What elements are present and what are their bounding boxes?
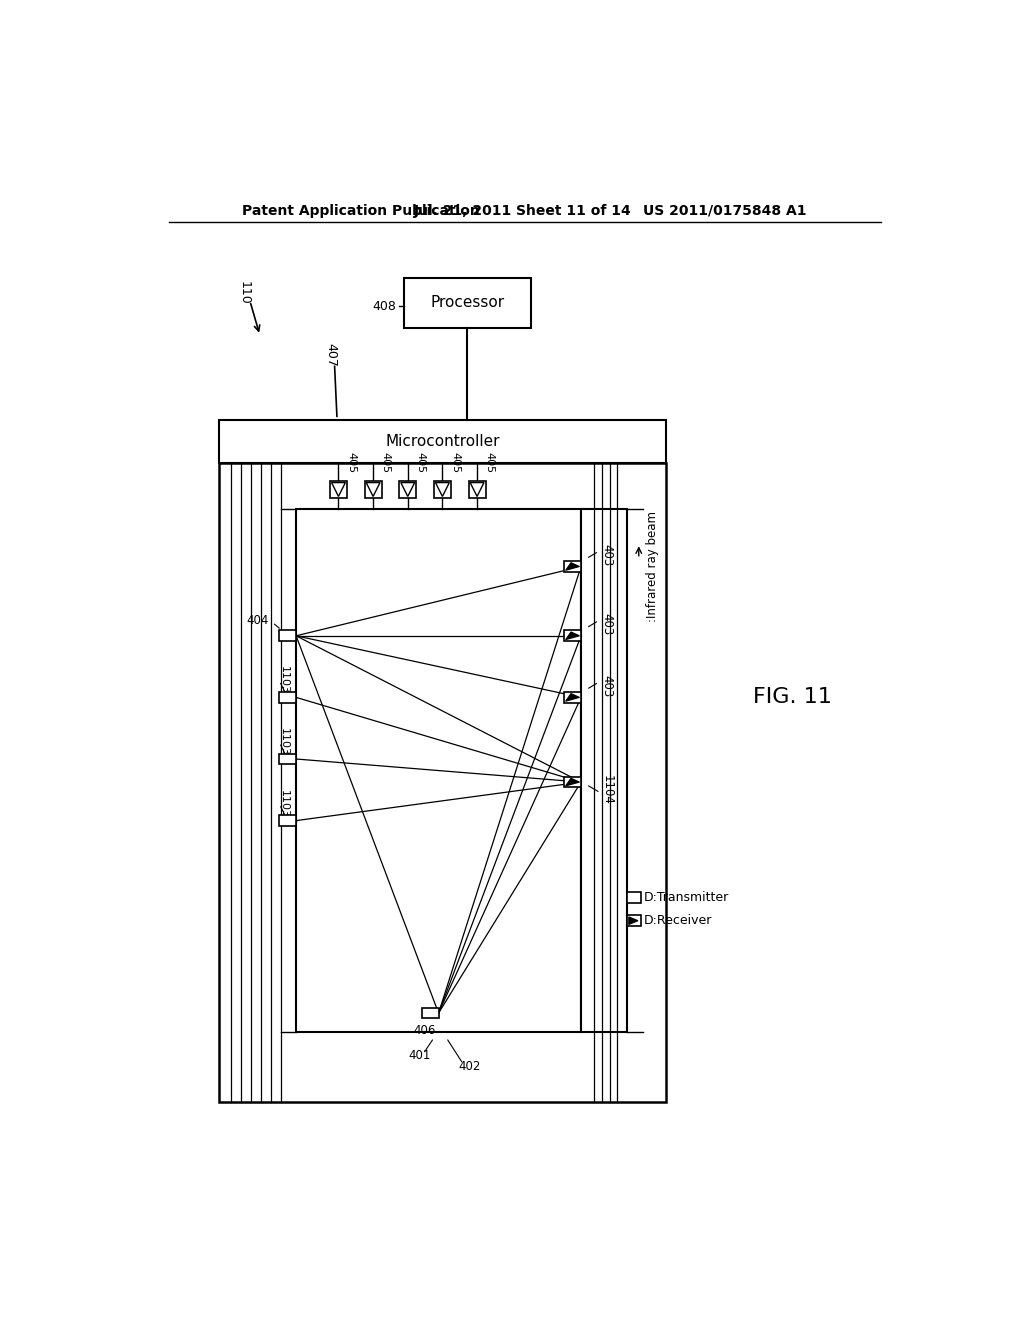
Bar	[280, 631, 296, 642]
Polygon shape	[470, 483, 484, 496]
Bar	[628, 915, 641, 927]
Text: Jul. 21, 2011: Jul. 21, 2011	[414, 203, 512, 218]
Text: 405: 405	[346, 451, 356, 473]
Text: 407: 407	[325, 343, 338, 367]
Text: 403: 403	[600, 675, 613, 697]
Bar	[280, 692, 296, 702]
Bar	[564, 561, 581, 572]
Bar	[564, 776, 581, 788]
Text: 1103: 1103	[279, 667, 289, 694]
Polygon shape	[629, 917, 638, 924]
Text: 1103: 1103	[279, 729, 289, 756]
Text: 402: 402	[458, 1060, 480, 1073]
Text: 405: 405	[484, 451, 495, 473]
Bar	[628, 892, 641, 903]
Text: Processor: Processor	[430, 296, 505, 310]
Text: D:Receiver: D:Receiver	[644, 915, 713, 927]
Bar	[564, 631, 581, 642]
Text: US 2011/0175848 A1: US 2011/0175848 A1	[643, 203, 806, 218]
Text: FIG. 11: FIG. 11	[754, 688, 833, 708]
Bar	[296, 508, 581, 1032]
Text: 406: 406	[414, 1023, 436, 1036]
Text: 405: 405	[381, 451, 391, 473]
Text: Sheet 11 of 14: Sheet 11 of 14	[515, 203, 631, 218]
Text: 110: 110	[238, 281, 251, 305]
Text: 404: 404	[247, 614, 269, 627]
Text: 405: 405	[451, 451, 460, 473]
Polygon shape	[435, 483, 450, 496]
Bar	[280, 754, 296, 764]
Text: 403: 403	[600, 544, 613, 566]
Polygon shape	[367, 483, 380, 496]
Text: 1104: 1104	[600, 775, 613, 805]
Text: :Infrared ray beam: :Infrared ray beam	[646, 511, 659, 622]
Bar	[219, 462, 666, 1102]
Text: 405: 405	[416, 451, 425, 473]
Polygon shape	[565, 779, 580, 785]
Text: 408: 408	[373, 300, 396, 313]
Polygon shape	[565, 693, 580, 701]
Bar	[434, 480, 451, 498]
Polygon shape	[400, 483, 415, 496]
Polygon shape	[565, 632, 580, 640]
Bar	[280, 816, 296, 826]
Bar	[365, 480, 382, 498]
Bar	[422, 1007, 438, 1019]
Bar	[469, 480, 485, 498]
Text: 401: 401	[409, 1049, 430, 1063]
Polygon shape	[565, 562, 580, 570]
Bar	[581, 508, 628, 1032]
Bar	[403, 277, 531, 327]
Text: D:Transmitter: D:Transmitter	[644, 891, 729, 904]
Bar	[330, 480, 347, 498]
Text: 403: 403	[600, 612, 613, 635]
Text: Microcontroller: Microcontroller	[385, 434, 500, 449]
Text: 1103: 1103	[279, 789, 289, 817]
Bar	[399, 480, 416, 498]
Text: Patent Application Publication: Patent Application Publication	[243, 203, 480, 218]
Bar	[219, 420, 666, 462]
Polygon shape	[332, 483, 345, 496]
Bar	[564, 692, 581, 702]
